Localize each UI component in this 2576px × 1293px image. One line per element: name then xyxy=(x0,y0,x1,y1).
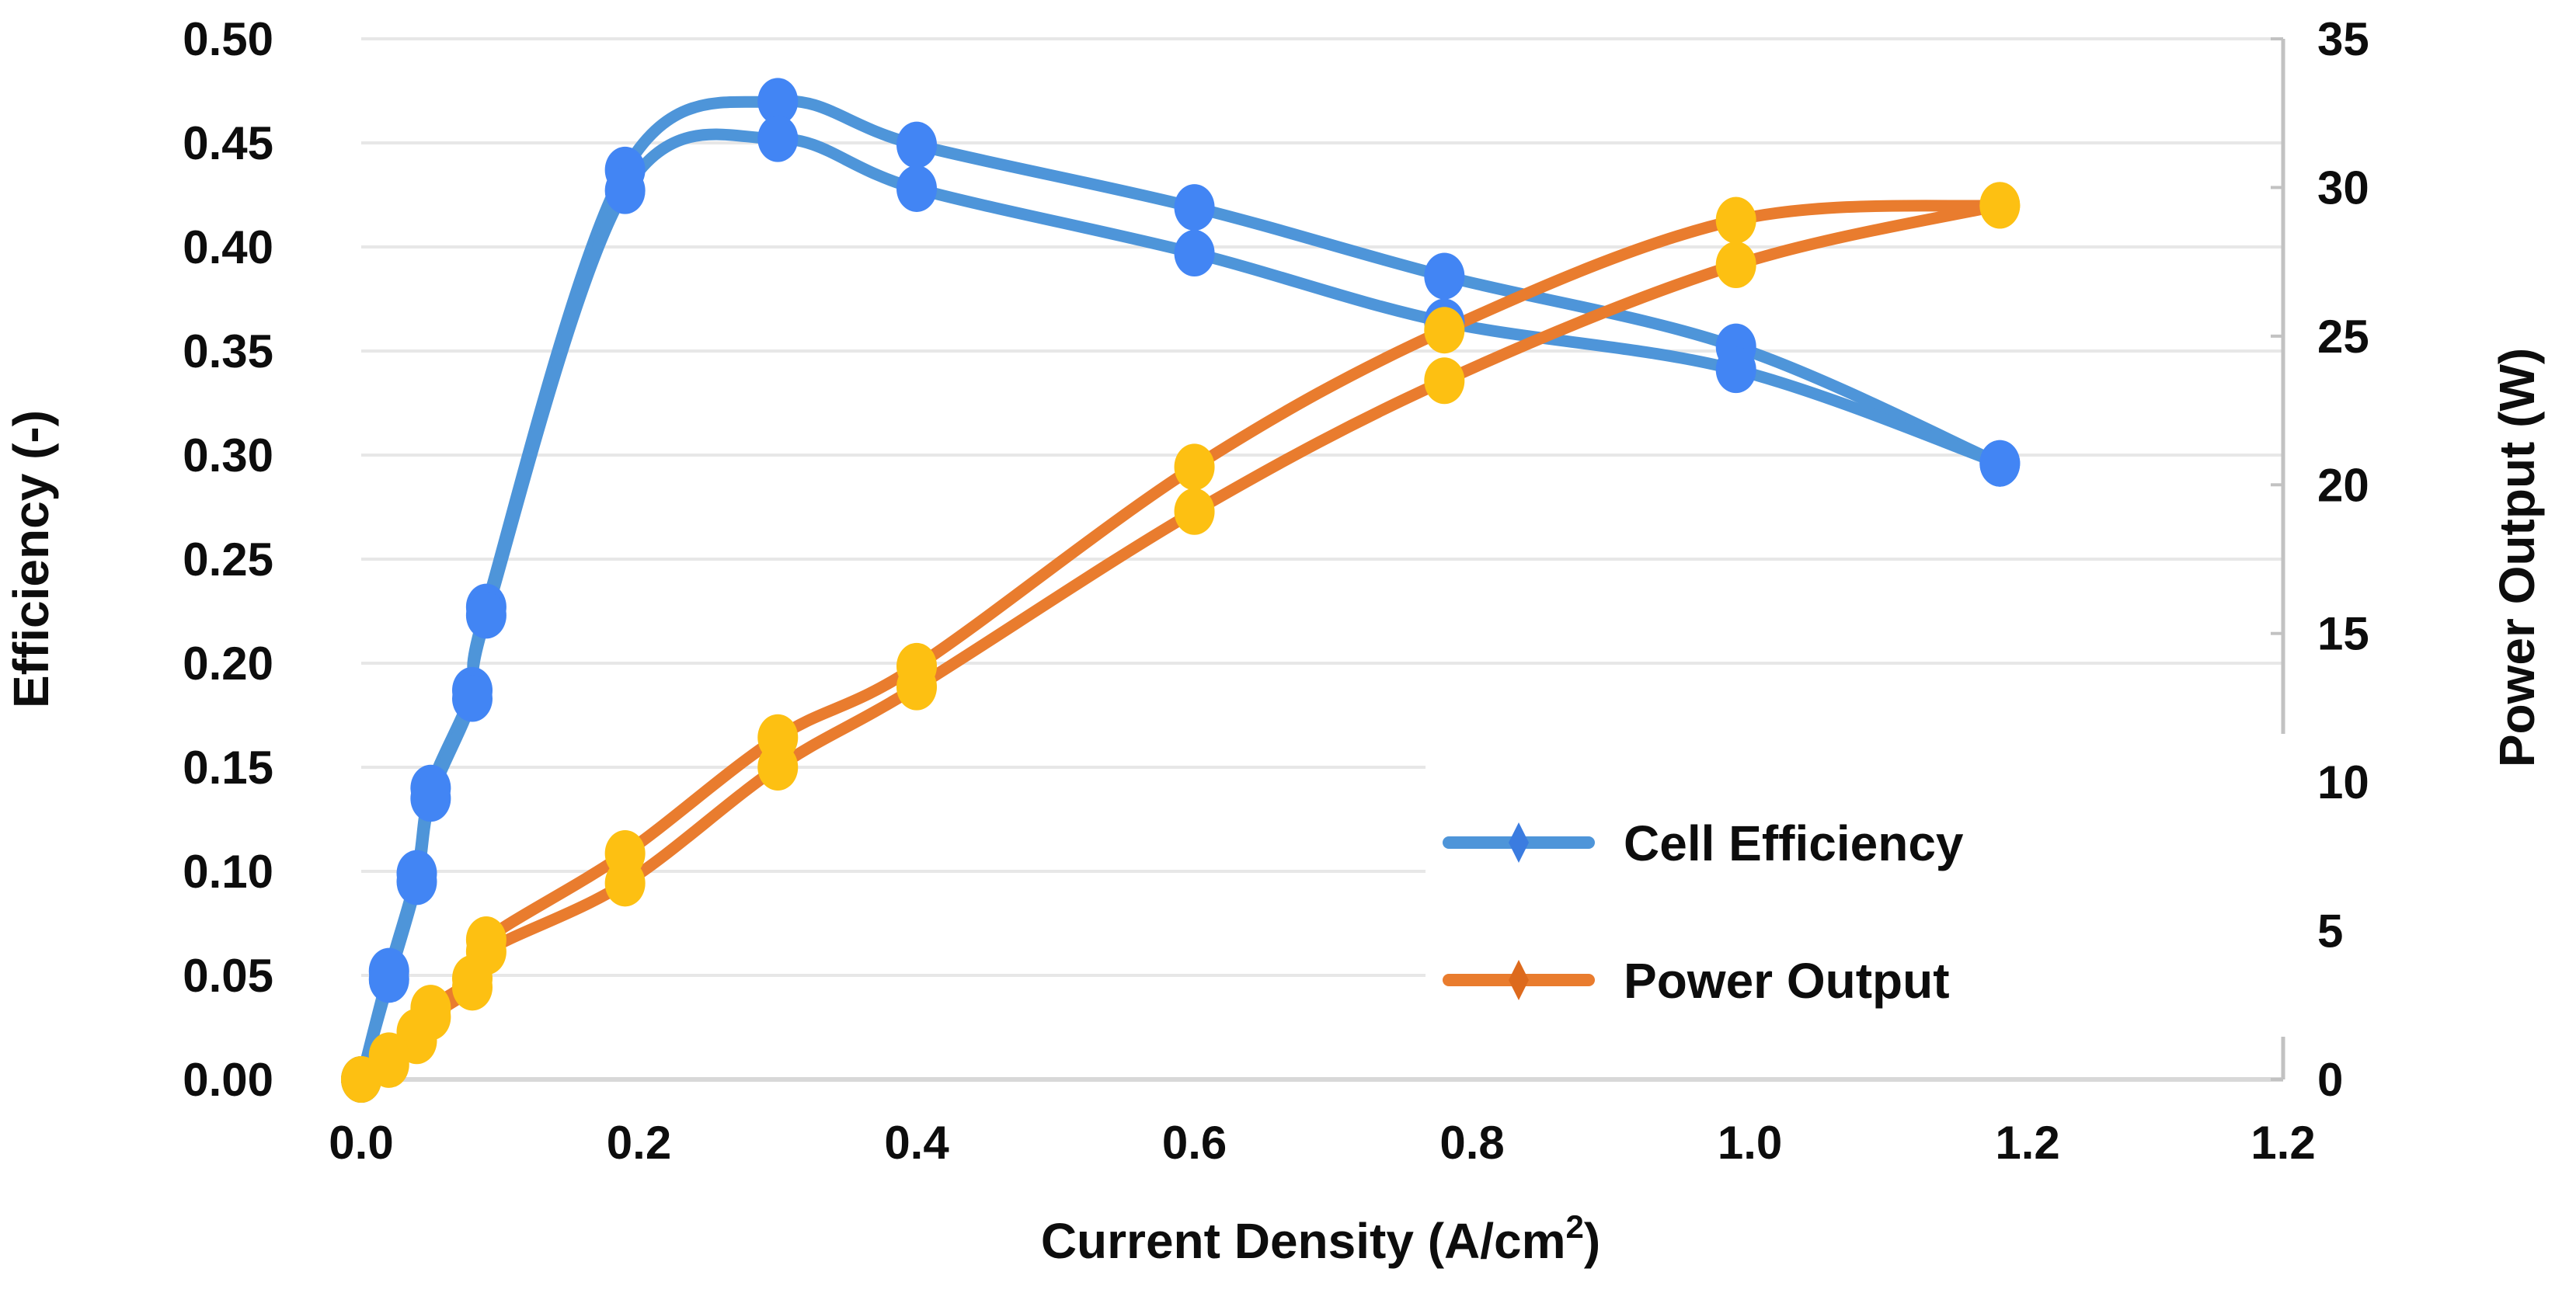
power-output-data-point xyxy=(1715,196,1756,244)
left-axis-tick-label: 0.15 xyxy=(183,742,273,794)
x-axis-title: Current Density (A/cm2) xyxy=(1041,1208,1600,1269)
left-axis-tick-label: 0.35 xyxy=(183,325,273,377)
cell-efficiency-data-point xyxy=(465,592,506,639)
cell-efficiency-data-point xyxy=(1174,230,1215,277)
left-axis-tick-label: 0.50 xyxy=(183,13,273,65)
power-output-data-point xyxy=(1424,357,1465,405)
power-output-data-point xyxy=(1174,488,1215,535)
cell-efficiency-data-point xyxy=(896,165,938,212)
legend-label-cell-efficiency: Cell Efficiency xyxy=(1624,815,1964,871)
right-axis-tick-label: 15 xyxy=(2317,608,2369,660)
cell-efficiency-data-point xyxy=(368,956,409,1003)
right-axis-tick-label: 5 xyxy=(2317,905,2343,958)
left-axis-tick-label: 0.30 xyxy=(183,429,273,481)
x-axis-tick-label: 0.4 xyxy=(884,1117,949,1169)
right-axis-tick-label: 25 xyxy=(2317,311,2369,363)
cell-efficiency-data-point xyxy=(452,675,493,722)
power-output-data-point xyxy=(396,1008,437,1055)
legend-marker-cell-efficiency xyxy=(1509,822,1529,863)
legend-label-power-output: Power Output xyxy=(1624,953,1950,1009)
x-axis-tick-label: 0.6 xyxy=(1162,1117,1227,1169)
legend: Cell Efficiency Power Output xyxy=(1426,734,2286,1037)
left-axis-tick-label: 0.40 xyxy=(183,221,273,273)
right-axis-tick-label: 20 xyxy=(2317,459,2369,511)
left-axis-tick-label: 0.10 xyxy=(183,846,273,898)
left-axis-tick-label: 0.25 xyxy=(183,534,273,586)
left-axis-tick-label: 0.45 xyxy=(183,117,273,169)
x-axis-tick-label: 1.2 xyxy=(2251,1117,2315,1169)
power-output-data-point xyxy=(341,1056,381,1103)
cell-efficiency-data-point xyxy=(896,121,938,169)
cell-efficiency-data-point xyxy=(1424,252,1465,300)
power-output-data-point xyxy=(604,830,646,878)
power-output-data-point xyxy=(465,916,506,964)
right-axis-tick-label: 0 xyxy=(2317,1054,2343,1106)
power-output-data-point xyxy=(452,954,493,1002)
x-axis-tick-label: 0.8 xyxy=(1439,1117,1504,1169)
cell-efficiency-data-point xyxy=(1715,346,1756,394)
left-axis-tick-label: 0.20 xyxy=(183,638,273,690)
cell-efficiency-data-point xyxy=(1979,440,2021,487)
power-output-data-point xyxy=(757,714,799,761)
cell-efficiency-data-point xyxy=(1174,184,1215,231)
x-axis-tick-label: 1.2 xyxy=(1995,1117,2059,1169)
tick-labels: 0 5 10 15 20 25 30 35 0.00 0.05 0.10 0.15 0.20 0.25 0.… xyxy=(183,13,2369,1169)
power-output-data-point xyxy=(368,1032,409,1079)
right-axis-tick-label: 35 xyxy=(2317,13,2369,65)
cell-efficiency-data-point xyxy=(410,775,451,822)
cell-efficiency-data-point xyxy=(757,115,799,162)
x-axis-tick-label: 1.0 xyxy=(1718,1117,1782,1169)
right-axis-tick-label: 10 xyxy=(2317,756,2369,808)
cell-efficiency-line-backward xyxy=(355,128,2006,1086)
cell-efficiency-data-point xyxy=(757,78,799,125)
legend-marker-power-output xyxy=(1509,960,1529,1000)
power-output-data-point xyxy=(1715,241,1756,288)
left-axis-tick-label: 0.05 xyxy=(183,950,273,1002)
power-output-data-point xyxy=(1424,307,1465,354)
power-output-data-point xyxy=(1979,182,2021,229)
power-output-data-point xyxy=(896,642,938,690)
left-axis-title: Efficiency (-) xyxy=(3,410,59,708)
gridlines xyxy=(361,37,2283,977)
power-output-data-point xyxy=(1174,443,1215,491)
cell-efficiency-data-point xyxy=(396,858,437,905)
left-axis-tick-label: 0.00 xyxy=(183,1054,273,1106)
right-axis-tick-label: 30 xyxy=(2317,162,2369,214)
data-series xyxy=(341,78,2021,1103)
cell-efficiency-data-point xyxy=(604,167,646,214)
x-axis-tick-label: 0.2 xyxy=(607,1117,671,1169)
x-axis-tick-label: 0.0 xyxy=(329,1117,393,1169)
right-axis-title: Power Output (W) xyxy=(2489,348,2545,767)
